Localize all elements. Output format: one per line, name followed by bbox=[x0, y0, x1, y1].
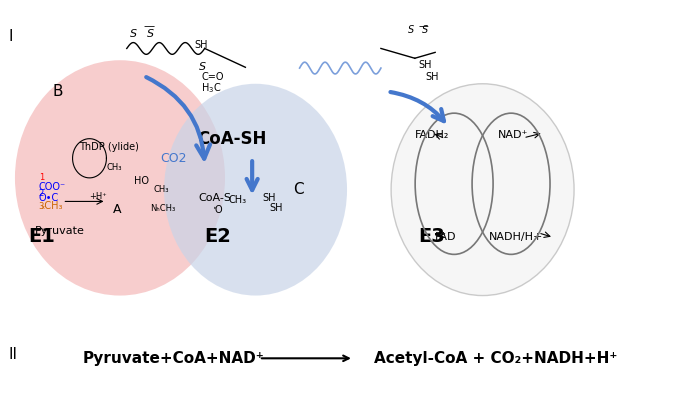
Text: E2: E2 bbox=[205, 227, 232, 246]
Text: —: — bbox=[144, 21, 155, 31]
Text: FADH₂: FADH₂ bbox=[414, 130, 449, 140]
Ellipse shape bbox=[15, 60, 225, 295]
Text: Acetyl-CoA + CO₂+NADH+H⁺: Acetyl-CoA + CO₂+NADH+H⁺ bbox=[374, 351, 617, 366]
Text: NADH/H+: NADH/H+ bbox=[489, 232, 544, 242]
Text: Pyruvate: Pyruvate bbox=[35, 226, 85, 236]
Text: S: S bbox=[130, 29, 137, 39]
FancyArrowPatch shape bbox=[146, 77, 210, 159]
Text: CO2: CO2 bbox=[161, 152, 187, 165]
Text: CoA-S: CoA-S bbox=[198, 194, 231, 203]
Text: +H⁺: +H⁺ bbox=[90, 192, 108, 201]
Text: CH₃: CH₃ bbox=[228, 196, 247, 205]
Text: A: A bbox=[113, 203, 122, 216]
FancyArrowPatch shape bbox=[390, 92, 444, 121]
Text: 1: 1 bbox=[38, 173, 44, 182]
Text: O•C: O•C bbox=[38, 194, 59, 203]
Ellipse shape bbox=[391, 84, 574, 295]
Text: SH: SH bbox=[419, 60, 432, 70]
Text: 3: 3 bbox=[38, 202, 44, 211]
Text: HO: HO bbox=[134, 176, 149, 186]
Ellipse shape bbox=[164, 84, 347, 295]
Text: SH: SH bbox=[269, 203, 283, 213]
Text: CH₃: CH₃ bbox=[106, 163, 122, 172]
Text: SH: SH bbox=[195, 40, 208, 51]
Text: E1: E1 bbox=[29, 227, 55, 246]
Text: S: S bbox=[147, 29, 154, 39]
Text: FAD: FAD bbox=[434, 232, 456, 242]
Text: SH: SH bbox=[425, 72, 438, 82]
Text: CoA-SH: CoA-SH bbox=[197, 130, 266, 148]
Text: NₕCH₃: NₕCH₃ bbox=[151, 204, 176, 213]
Text: S: S bbox=[421, 25, 428, 35]
Text: ThDP (ylide): ThDP (ylide) bbox=[79, 141, 139, 152]
Text: C: C bbox=[292, 182, 303, 197]
Text: II: II bbox=[8, 347, 17, 362]
Text: I: I bbox=[8, 29, 12, 44]
Text: B: B bbox=[52, 84, 63, 99]
Text: Pyruvate+CoA+NAD⁺: Pyruvate+CoA+NAD⁺ bbox=[83, 351, 264, 366]
Text: 2: 2 bbox=[38, 188, 44, 198]
Text: CH₃: CH₃ bbox=[154, 184, 169, 194]
Text: S: S bbox=[408, 25, 414, 35]
Text: ₓCH₃: ₓCH₃ bbox=[40, 201, 63, 211]
Text: C=O: C=O bbox=[201, 72, 224, 82]
Text: O: O bbox=[215, 205, 223, 215]
Text: H$_3$C: H$_3$C bbox=[201, 82, 222, 96]
Text: SH: SH bbox=[262, 194, 276, 203]
Text: E3: E3 bbox=[419, 227, 445, 246]
Text: —: — bbox=[419, 21, 428, 31]
Text: NAD⁺: NAD⁺ bbox=[498, 130, 528, 140]
FancyArrowPatch shape bbox=[247, 161, 258, 190]
Text: COO⁻: COO⁻ bbox=[38, 182, 66, 192]
Text: $\underset{}{S}$: $\underset{}{S}$ bbox=[198, 60, 207, 70]
